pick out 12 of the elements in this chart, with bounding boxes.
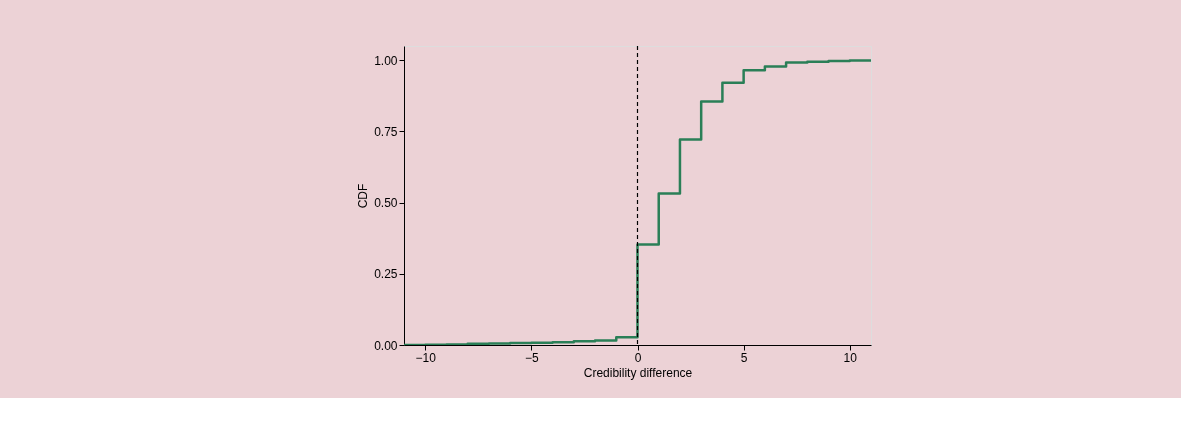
y-tick-label: 0.00 bbox=[374, 338, 398, 353]
y-tick-label: 1.00 bbox=[374, 53, 398, 68]
y-tick-label: 0.75 bbox=[374, 124, 398, 139]
x-tick-label: 0 bbox=[634, 350, 642, 365]
y-tick-label: 0.25 bbox=[374, 267, 398, 282]
y-axis-title: CDF bbox=[356, 183, 371, 209]
x-axis-title: Credibility difference bbox=[583, 365, 693, 380]
x-tick-label: 10 bbox=[843, 350, 858, 365]
x-tick-label: −5 bbox=[525, 350, 540, 365]
x-tick-label: −10 bbox=[415, 350, 437, 365]
y-tick-label: 0.50 bbox=[374, 196, 398, 211]
x-tick-label: 5 bbox=[740, 350, 748, 365]
